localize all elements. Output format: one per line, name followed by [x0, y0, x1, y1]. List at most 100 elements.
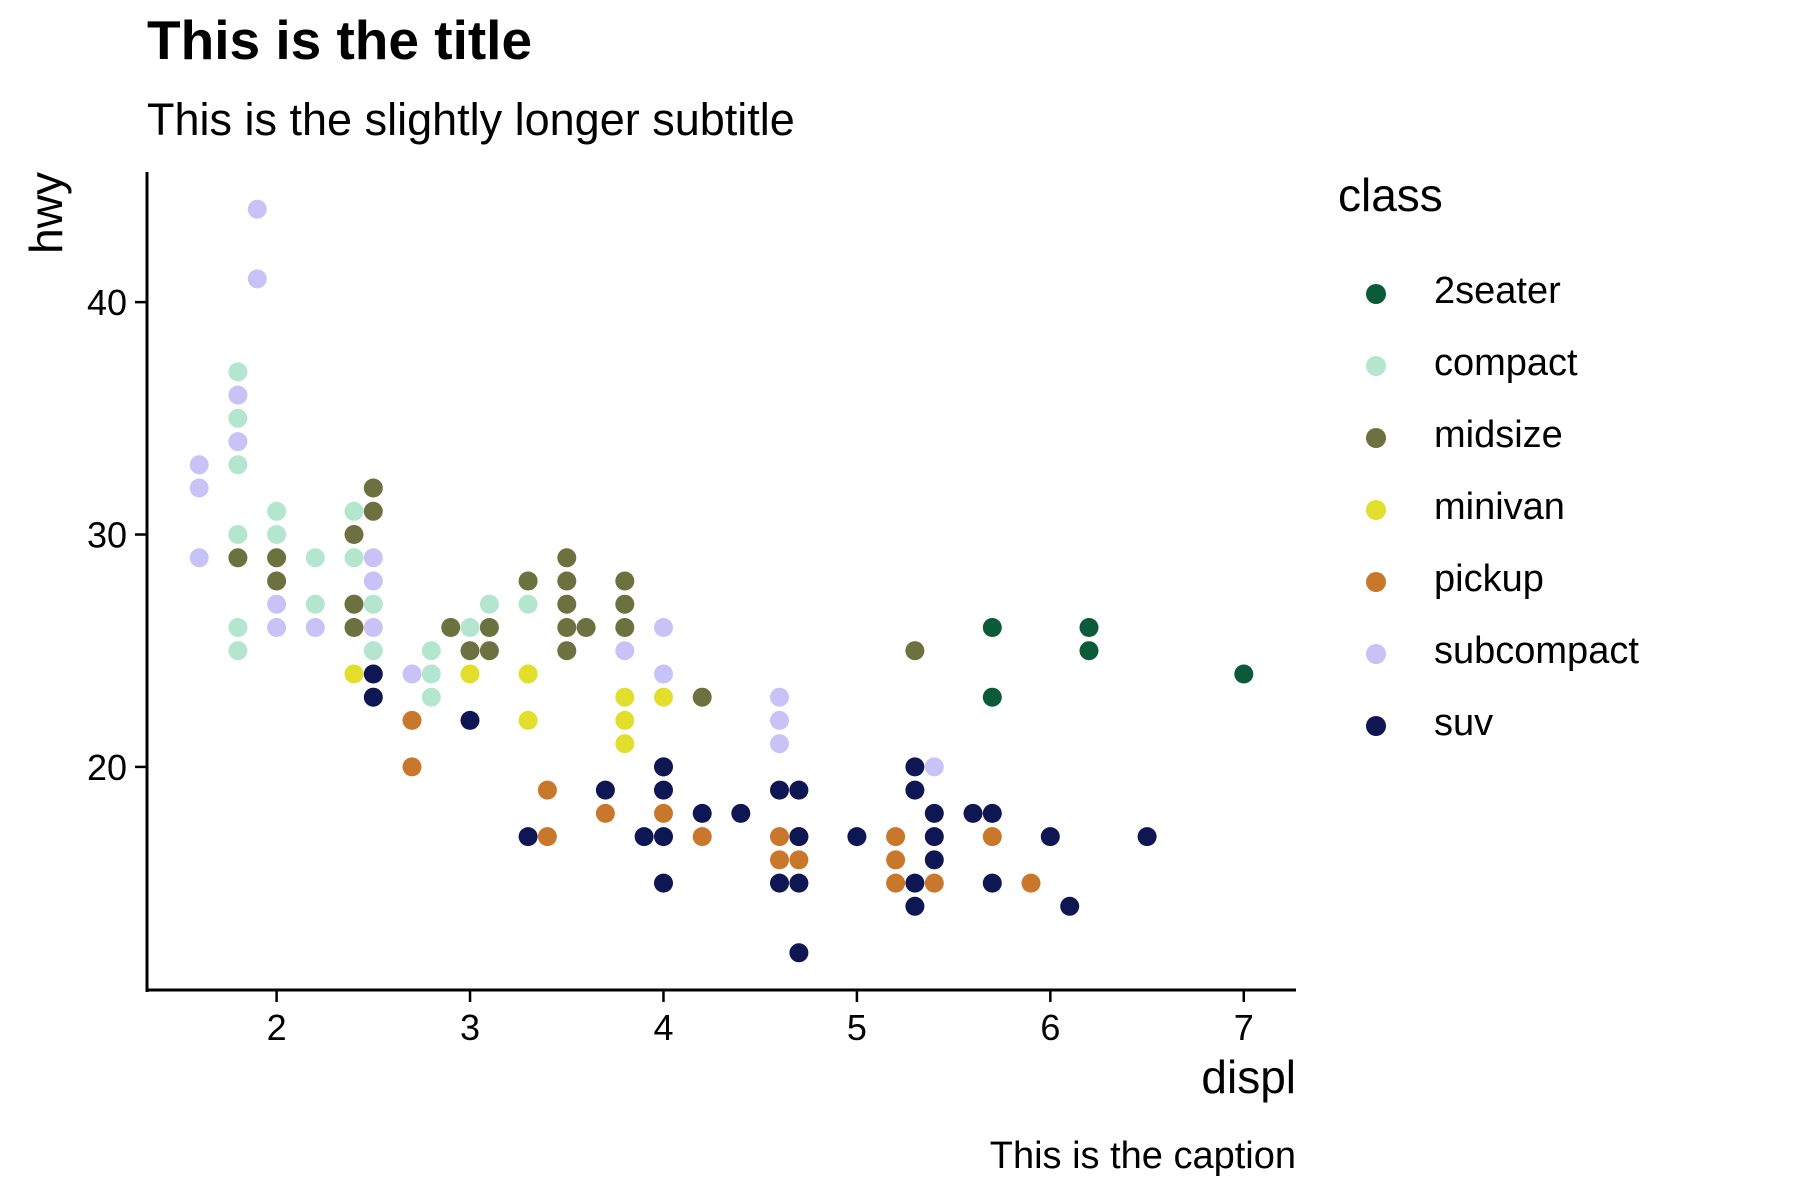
point-compact-17: [421, 687, 441, 707]
point-pickup-14: [886, 873, 906, 893]
point-suv-0: [363, 664, 383, 684]
point-suv-21: [905, 873, 925, 893]
point-midsize-4: [344, 594, 364, 614]
point-pickup-16: [982, 827, 1002, 847]
x-tick-label-7: 7: [1234, 1007, 1254, 1048]
point-minivan-6: [615, 734, 635, 754]
legend-label-2seater: 2seater: [1434, 270, 1561, 312]
point-suv-3: [518, 827, 538, 847]
point-pickup-15: [924, 873, 944, 893]
legend-item-pickup: pickup: [1338, 546, 1544, 618]
y-axis-title: hwy: [20, 172, 72, 254]
point-compact-15: [421, 641, 441, 661]
point-compact-3: [228, 525, 248, 544]
point-minivan-3: [518, 710, 538, 730]
point-suv-6: [654, 757, 673, 777]
point-subcompact-14: [615, 641, 635, 661]
point-midsize-22: [692, 687, 712, 707]
point-compact-19: [479, 594, 499, 614]
data-points: [189, 199, 1254, 963]
x-tick-label-2: 2: [267, 1007, 287, 1048]
point-midsize-10: [479, 618, 499, 637]
legend: class 2seater compact midsize minivan pickup…: [1338, 168, 1639, 762]
point-suv-9: [654, 873, 673, 893]
point-suv-7: [654, 780, 673, 800]
point-pickup-4: [595, 803, 615, 823]
point-subcompact-8: [267, 618, 287, 637]
x-tick-label-3: 3: [460, 1007, 480, 1048]
point-midsize-17: [557, 641, 577, 661]
point-suv-18: [847, 827, 867, 847]
point-midsize-12: [518, 571, 538, 591]
legend-item-compact: compact: [1338, 330, 1578, 402]
legend-key-minivan: [1366, 500, 1386, 520]
point-midsize-19: [615, 571, 635, 591]
point-suv-20: [905, 780, 925, 800]
point-subcompact-7: [267, 594, 287, 614]
point-midsize-13: [557, 548, 577, 568]
point-subcompact-4: [228, 432, 248, 452]
x-axis-title: displ: [1201, 1051, 1296, 1103]
point-minivan-5: [615, 710, 635, 730]
x-tick-label-5: 5: [847, 1007, 867, 1048]
point-suv-17: [789, 943, 809, 963]
chart-title: This is the title: [147, 9, 533, 71]
point-suv-8: [654, 827, 673, 847]
point-minivan-7: [654, 687, 673, 707]
point-suv-5: [634, 827, 654, 847]
point-midsize-20: [615, 594, 635, 614]
point-pickup-7: [692, 827, 712, 847]
point-midsize-15: [557, 594, 577, 614]
point-midsize-2: [267, 571, 287, 591]
y-axis-ticks: 20 30 40: [87, 282, 147, 788]
point-pickup-12: [886, 827, 906, 847]
point-2seater-4: [1234, 664, 1254, 684]
point-subcompact-5: [247, 199, 267, 219]
point-suv-28: [982, 873, 1002, 893]
point-midsize-9: [460, 641, 480, 661]
point-subcompact-13: [402, 664, 422, 684]
point-pickup-3: [537, 827, 557, 847]
x-tick-label-6: 6: [1040, 1007, 1060, 1048]
point-minivan-2: [518, 664, 538, 684]
point-suv-30: [1060, 896, 1080, 916]
legend-key-pickup: [1366, 572, 1386, 592]
point-midsize-0: [228, 548, 248, 568]
legend-key-suv: [1366, 716, 1386, 736]
point-subcompact-12: [363, 618, 383, 637]
point-suv-23: [924, 803, 944, 823]
legend-label-minivan: minivan: [1434, 486, 1565, 528]
point-subcompact-17: [770, 687, 789, 707]
point-compact-5: [228, 641, 248, 661]
point-midsize-23: [905, 641, 925, 661]
point-compact-6: [267, 501, 287, 521]
y-tick-label-30: 30: [87, 515, 127, 556]
point-pickup-13: [886, 850, 906, 870]
y-tick-label-20: 20: [87, 747, 127, 788]
point-suv-19: [905, 757, 925, 777]
legend-key-midsize: [1366, 428, 1386, 448]
point-2seater-2: [1079, 618, 1099, 637]
legend-item-minivan: minivan: [1338, 474, 1565, 546]
point-pickup-1: [402, 757, 422, 777]
legend-items: 2seater compact midsize minivan pickup subcom…: [1338, 258, 1639, 762]
point-suv-11: [731, 803, 751, 823]
point-pickup-0: [402, 710, 422, 730]
legend-label-suv: suv: [1434, 702, 1494, 744]
legend-item-midsize: midsize: [1338, 402, 1563, 474]
point-suv-4: [595, 780, 615, 800]
point-suv-10: [692, 803, 712, 823]
point-subcompact-0: [189, 455, 209, 475]
point-subcompact-18: [770, 710, 789, 730]
point-compact-18: [460, 618, 480, 637]
legend-label-compact: compact: [1434, 342, 1578, 384]
legend-item-suv: suv: [1338, 690, 1493, 762]
point-midsize-14: [557, 571, 577, 591]
point-subcompact-15: [654, 618, 673, 637]
point-midsize-11: [479, 641, 499, 661]
point-suv-2: [460, 710, 480, 730]
point-compact-8: [305, 548, 325, 568]
point-suv-16: [789, 873, 809, 893]
y-tick-label-40: 40: [87, 282, 127, 323]
point-pickup-11: [789, 850, 809, 870]
